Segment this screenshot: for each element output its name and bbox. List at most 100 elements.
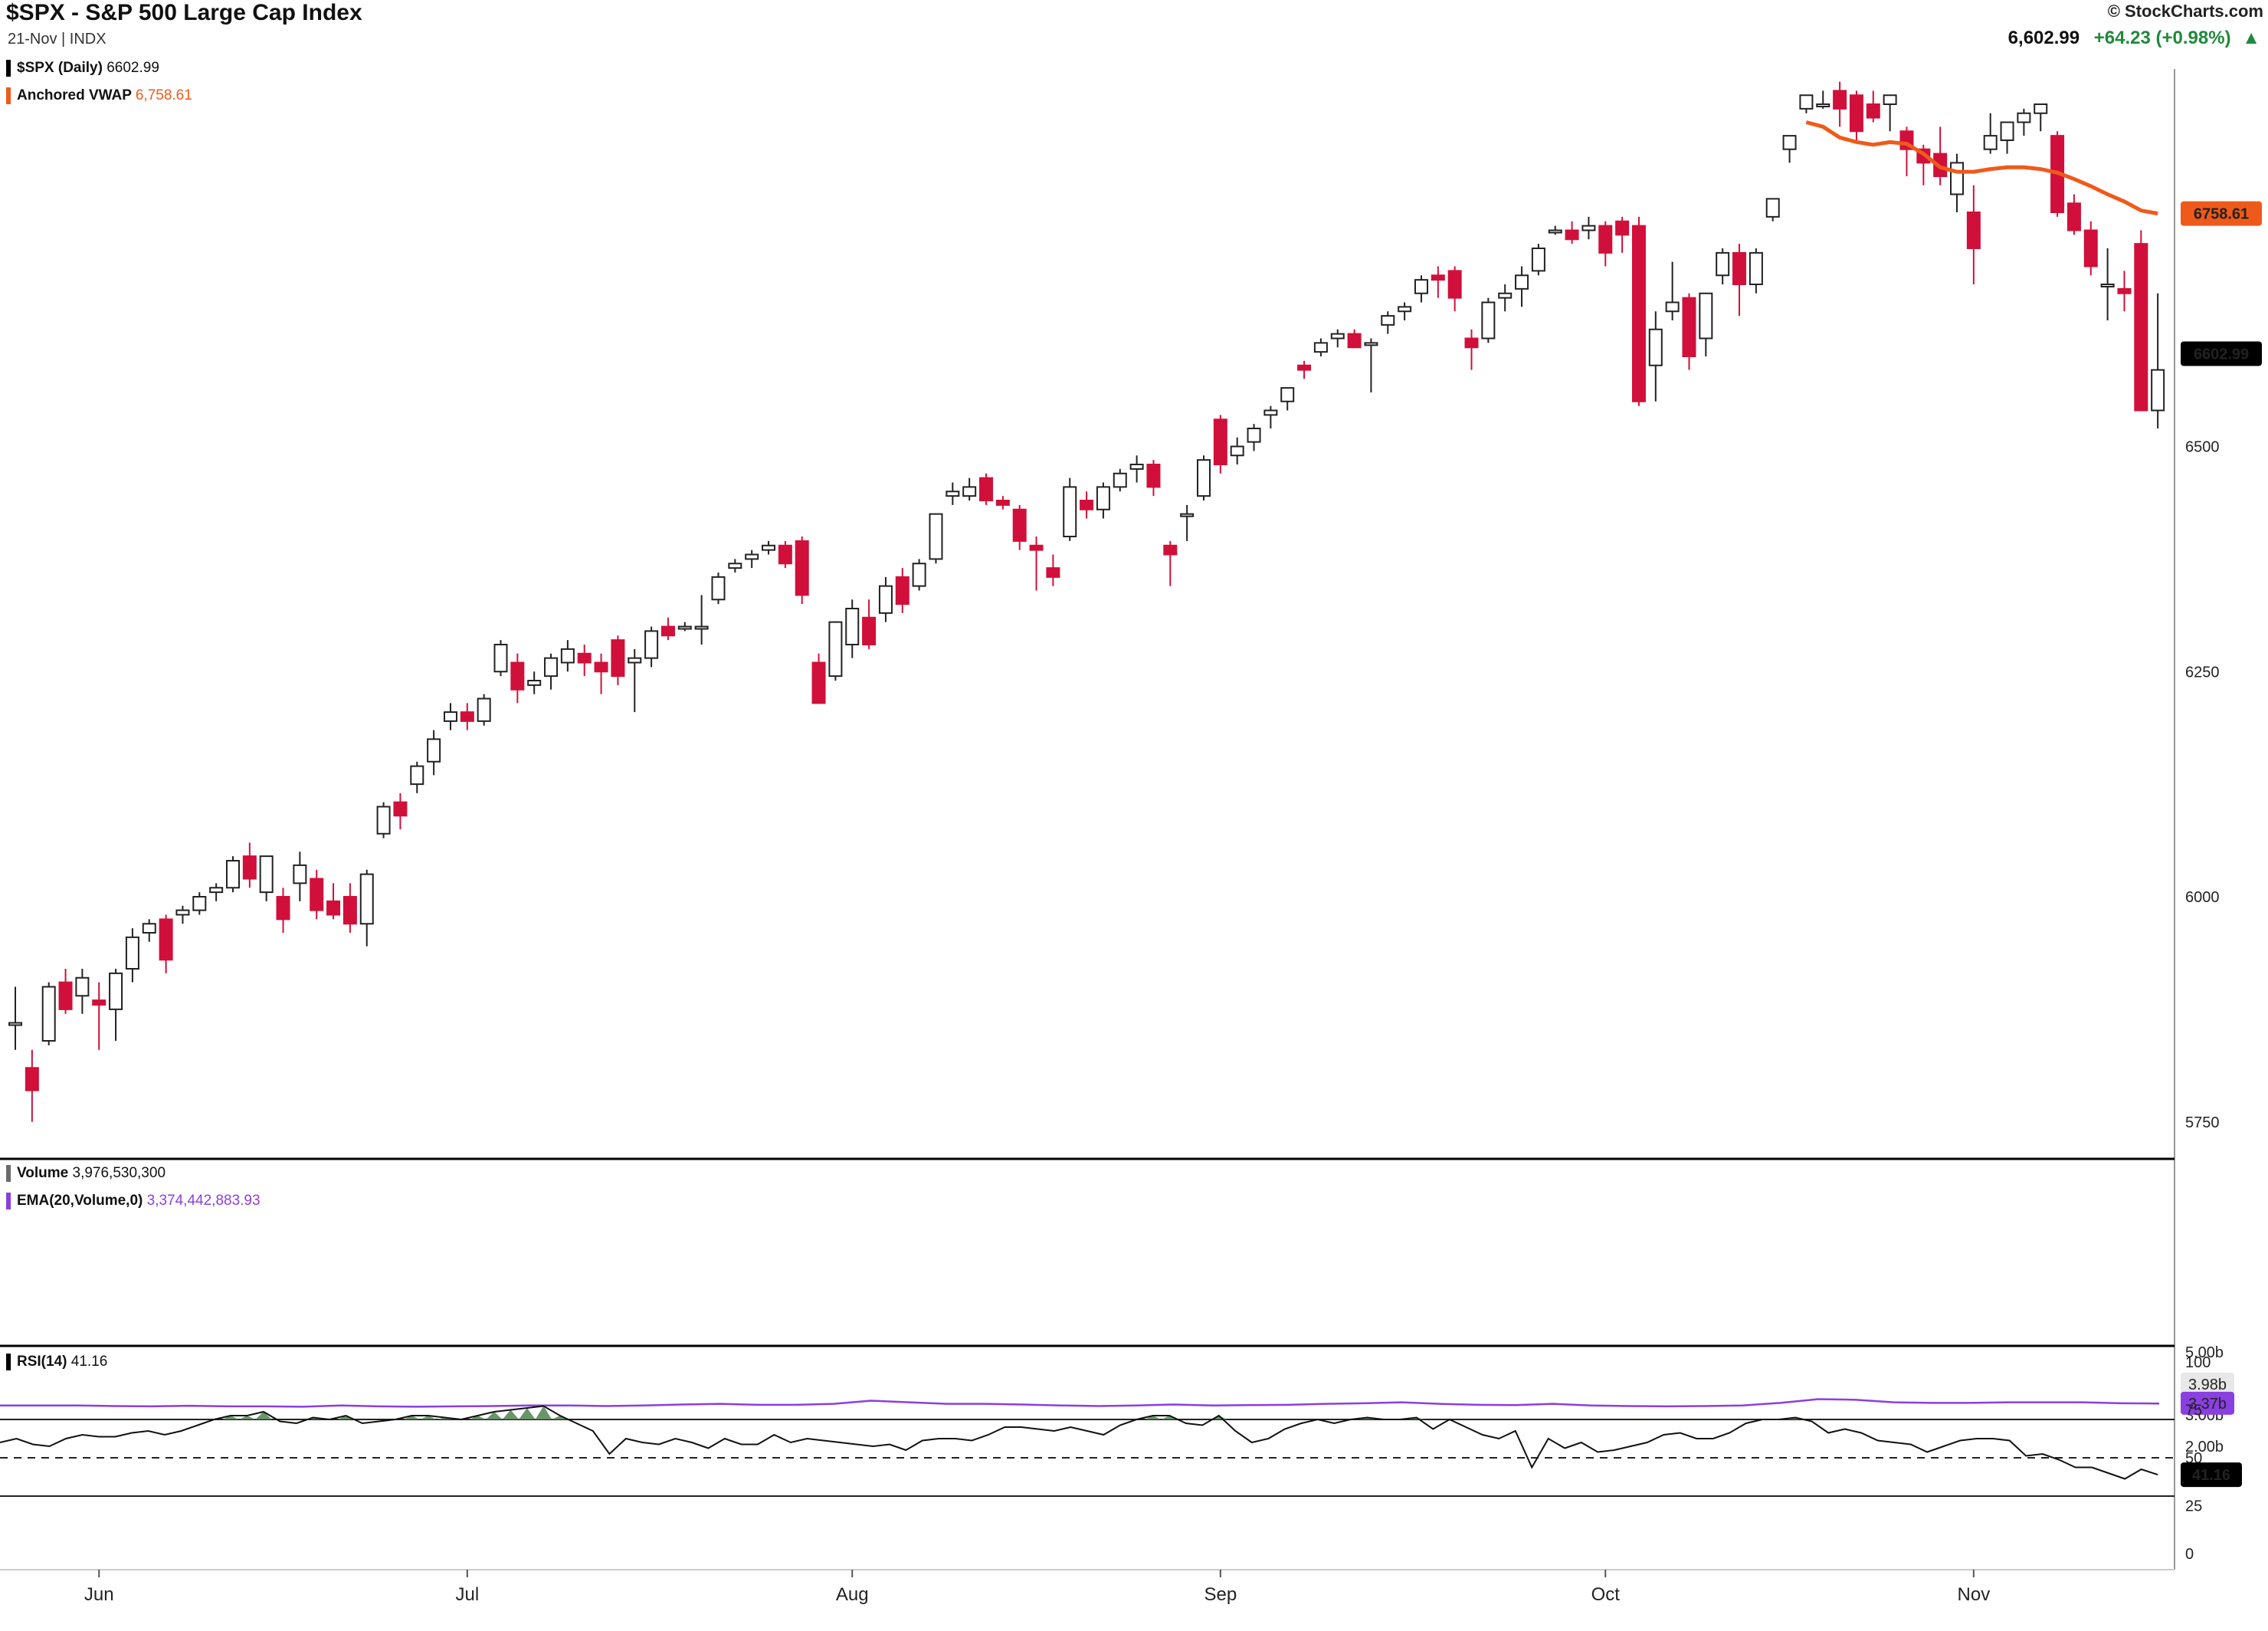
chart-title: $SPX - S&P 500 Large Cap Index	[6, 0, 362, 25]
candle-body	[1364, 342, 1378, 346]
legend-volume-label: Volume	[17, 1165, 69, 1181]
price-tick-label: 6250	[2185, 664, 2220, 681]
candle	[1615, 216, 1630, 253]
candle-body	[677, 625, 692, 630]
candle-body	[2100, 284, 2115, 287]
candle	[1313, 338, 1328, 356]
candle	[1816, 90, 1830, 109]
candle	[1196, 455, 1211, 500]
candle	[594, 653, 608, 694]
candle-body	[1313, 342, 1328, 353]
candle	[644, 626, 659, 668]
candle-body	[2083, 229, 2098, 267]
candle-body	[259, 855, 274, 894]
candle	[1765, 198, 1780, 222]
candle	[660, 617, 675, 641]
legend-ema-label: EMA(20,Volume,0)	[17, 1193, 143, 1209]
candle	[1631, 216, 1646, 406]
candle-body	[1247, 428, 1261, 443]
legend-ema: EMA(20,Volume,0) 3,374,442,883.93	[6, 1193, 261, 1209]
legend-volume-value: 3,976,530,300	[72, 1165, 166, 1181]
candle	[544, 653, 559, 690]
candle	[427, 730, 441, 776]
candle-body	[242, 855, 257, 880]
candle	[1749, 248, 1763, 294]
candle-body	[1330, 333, 1345, 340]
candle	[276, 888, 290, 933]
legend-ema-value: 3,374,442,883.93	[146, 1193, 261, 1209]
candle	[1648, 311, 1663, 402]
candle-body	[326, 900, 341, 916]
candle-body	[2134, 243, 2148, 412]
candle-body	[1950, 162, 1965, 195]
candle-body	[1866, 103, 1880, 119]
candle	[410, 761, 424, 793]
candle-body	[1464, 337, 1479, 349]
candle	[862, 599, 877, 649]
price-change: +64.23 (+0.98%)	[2093, 28, 2231, 48]
candle	[1866, 90, 1880, 123]
candle-body	[58, 981, 73, 1010]
candle	[2017, 108, 2031, 136]
candle	[1364, 338, 1378, 392]
candle-body	[1648, 328, 1663, 366]
candle-body	[125, 936, 139, 970]
candle-body	[845, 608, 860, 645]
candle	[745, 550, 759, 569]
month-label: Aug	[836, 1584, 869, 1605]
candle	[1498, 284, 1513, 312]
candle	[1414, 275, 1428, 303]
candle	[460, 703, 474, 730]
candle-body	[795, 540, 809, 596]
candle	[1732, 244, 1747, 317]
candle	[1063, 477, 1077, 541]
candle-body	[510, 661, 525, 691]
candle-body	[811, 661, 826, 704]
candle	[677, 622, 692, 632]
last-price: 6,602.99	[2007, 28, 2080, 48]
candle	[1983, 113, 1998, 154]
candle-body	[979, 477, 994, 501]
candle-body	[2017, 112, 2031, 123]
candle-body	[493, 644, 508, 673]
price-tick-label: 6000	[2185, 889, 2220, 906]
candle-body	[1765, 198, 1780, 218]
candle-body	[393, 801, 408, 817]
candle-body	[2000, 121, 2014, 141]
candle	[1096, 482, 1110, 519]
candle	[1398, 302, 1412, 320]
candle	[393, 793, 408, 829]
legend-price-value: 6602.99	[107, 60, 159, 76]
candle	[342, 883, 357, 933]
brand-logo[interactable]: © StockCharts.com	[2107, 2, 2263, 21]
volume-tick-label: 2.00b	[2185, 1439, 2224, 1455]
legend-price-label: $SPX (Daily)	[17, 60, 103, 76]
candle-body	[1347, 333, 1362, 349]
candle	[109, 969, 123, 1041]
volume-tick-label: 5.00b	[2185, 1344, 2224, 1361]
candle-body	[1833, 90, 1847, 110]
month-label: Oct	[1591, 1584, 1621, 1605]
candle	[895, 568, 909, 613]
candle-body	[75, 976, 90, 997]
candle	[58, 969, 73, 1014]
candle-body	[2066, 202, 2081, 231]
vwap-price-tag: 6758.61	[2194, 206, 2249, 223]
candle	[225, 856, 240, 893]
candle-body	[1631, 225, 1646, 402]
candle	[912, 559, 926, 591]
candle	[41, 982, 56, 1045]
candle	[443, 703, 457, 730]
candle	[1347, 329, 1362, 349]
candle	[2151, 293, 2165, 428]
candle-body	[611, 639, 625, 678]
candle-body	[1531, 248, 1545, 272]
candle	[1716, 248, 1730, 284]
candle-body	[410, 765, 424, 786]
candle	[1280, 387, 1295, 411]
last-price-tag-bg	[2181, 341, 2262, 366]
candle-body	[1732, 251, 1747, 285]
candle	[25, 1049, 39, 1122]
price-tick-label: 6500	[2185, 439, 2220, 456]
